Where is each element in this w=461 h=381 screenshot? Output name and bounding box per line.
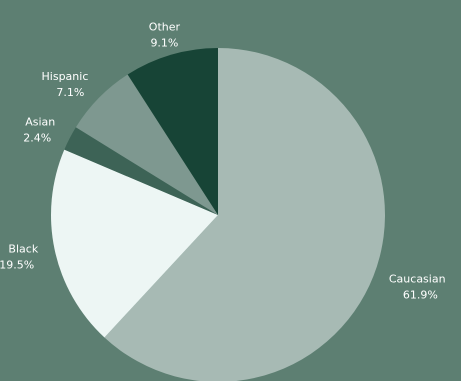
slice-value-asian: 2.4% — [23, 132, 51, 145]
slice-label-asian: Asian — [25, 116, 55, 129]
pie-slice-asian — [64, 127, 218, 215]
slice-label-caucasian: Caucasian — [389, 272, 446, 285]
slice-labels: Caucasian 61.9% Black 19.5% Asian 2.4% Hispani… — [0, 21, 446, 302]
slice-label-other: Other — [149, 21, 181, 34]
pie-slice-black — [50, 149, 219, 338]
pie-slice-hispanic — [75, 74, 219, 215]
slice-value-hispanic: 7.1% — [56, 86, 84, 99]
pie-slices — [50, 48, 385, 381]
slice-value-caucasian: 61.9% — [403, 288, 438, 301]
slice-label-black: Black — [8, 243, 38, 256]
slice-label-hispanic: Hispanic — [42, 70, 89, 83]
slice-value-black: 19.5% — [0, 259, 34, 272]
slice-value-other: 9.1% — [150, 37, 178, 50]
pie-slice-caucasian — [104, 48, 385, 381]
pie-slice-other — [127, 48, 218, 215]
